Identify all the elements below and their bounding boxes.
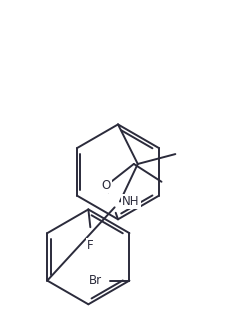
Text: O: O: [101, 179, 111, 192]
Text: F: F: [87, 239, 94, 252]
Text: Br: Br: [89, 274, 102, 287]
Text: NH: NH: [122, 195, 139, 208]
